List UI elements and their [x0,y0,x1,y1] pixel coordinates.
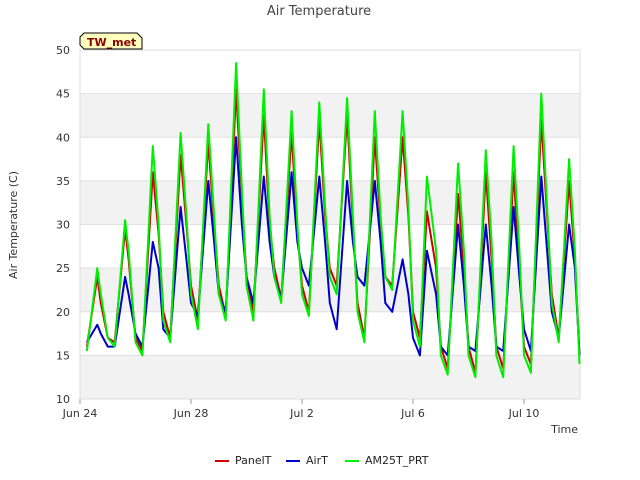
plot-area-frame [79,49,581,400]
y-tick-label: 45 [56,88,70,101]
station-badge-label: TW_met [87,36,136,49]
plot-band [80,180,580,225]
y-axis-ticks: 10 15 20 25 30 35 40 45 50 [56,44,70,406]
x-tick-label: Jul 10 [508,407,540,420]
series-line-am25t-prt [85,62,581,379]
x-axis-title: Time [550,423,578,436]
x-tick-label: Jul 2 [289,407,314,420]
chart-title: Air Temperature [267,4,371,19]
y-tick-label: 35 [56,175,70,188]
x-axis-ticks: Jun 24 Jun 28 Jul 2 Jul 6 Jul 10 [62,399,540,420]
y-tick-label: 25 [56,262,70,275]
x-tick-label: Jul 6 [400,407,425,420]
series-line-panelt [85,88,581,374]
y-tick-label: 10 [56,393,70,406]
y-tick-label: 30 [56,219,70,232]
legend-label-am25t-prt: AM25T_PRT [365,454,429,467]
x-tick-label: Jun 24 [62,407,98,420]
plot-bands [80,93,580,399]
y-tick-label: 50 [56,44,70,57]
series-lines [85,62,581,379]
plot-band [80,93,580,138]
legend-label-airt: AirT [306,454,328,467]
station-badge: TW_met [79,32,143,50]
y-tick-label: 40 [56,131,70,144]
station-badge-box [79,32,143,50]
x-tick-label: Jun 28 [173,407,209,420]
legend-label-panelt: PanelT [235,454,272,467]
y-axis-title: Air Temperature (C) [7,171,20,279]
plot-band [80,355,580,399]
y-tick-label: 15 [56,349,70,362]
legend: PanelT AirT AM25T_PRT [215,454,429,467]
y-tick-label: 20 [56,306,70,319]
